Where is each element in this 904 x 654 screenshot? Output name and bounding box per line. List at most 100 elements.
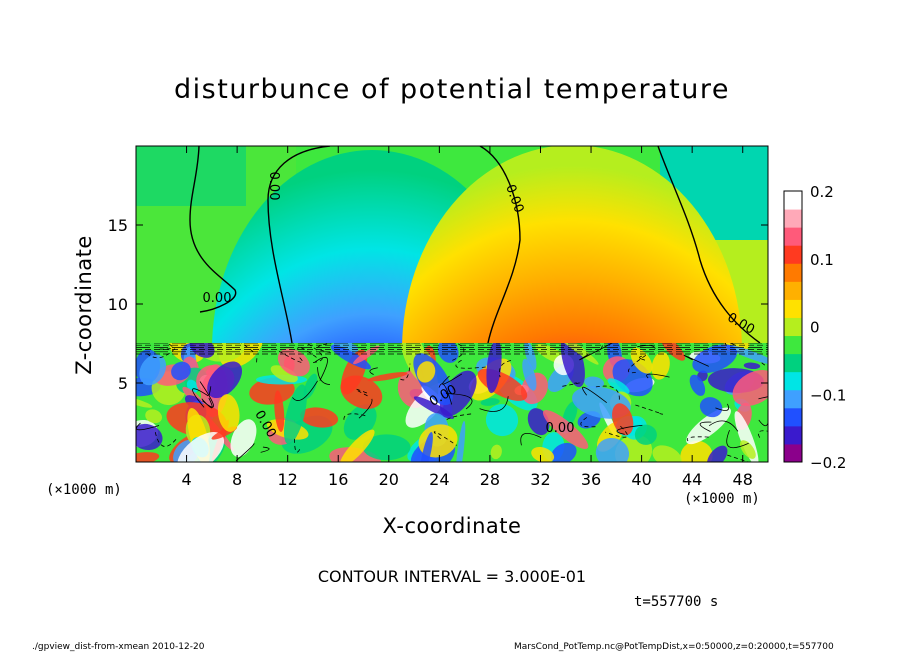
turbulence-contour (292, 380, 318, 401)
x-tick-label: 4 (181, 470, 191, 489)
turbulence-contour (726, 429, 749, 449)
edge-cyan-region (136, 146, 246, 206)
x-tick-label: 16 (328, 470, 348, 489)
upper-field (136, 146, 768, 343)
turbulence-cell (136, 452, 160, 462)
turbulence-contour (260, 446, 270, 453)
turbulence-cell (490, 444, 502, 460)
x-tick-label: 32 (530, 470, 550, 489)
colorbar-tick-label: −0.2 (810, 454, 846, 472)
turbulence-contour (579, 343, 614, 361)
turbulent-layer (136, 343, 768, 462)
turbulence-contour (314, 357, 328, 381)
turbulence-cell (274, 390, 285, 432)
colorbar-swatch (784, 353, 802, 373)
turbulence-contour (452, 343, 465, 361)
y-axis-ticks: 5 10 15 (108, 216, 768, 393)
turbulence-contour (479, 396, 509, 412)
turbulence-cell (531, 447, 555, 462)
turbulence-contour (306, 343, 323, 364)
x-tick-label: 48 (733, 470, 753, 489)
x-unit-label-left: (×1000 m) (46, 482, 122, 498)
colorbar-swatch (784, 299, 802, 318)
plot-area: 0.000.00 0.000.000.000.000.00 (136, 146, 768, 462)
turbulence-cell (353, 345, 380, 365)
turbulence-contour (192, 388, 209, 408)
footer-right: MarsCond_PotTemp.nc@PotTempDist,x=0:5000… (514, 642, 834, 652)
turbulence-contour (761, 362, 768, 367)
contour-label: 0.00 (203, 291, 232, 306)
turbulence-cell (420, 432, 433, 462)
colorbar-swatch (784, 443, 802, 463)
turbulence-cell (551, 442, 577, 462)
x-tick-label: 12 (278, 470, 298, 489)
colorbar-swatch (784, 389, 802, 409)
turbulence-contour (446, 413, 472, 421)
turbulence-contour (208, 386, 212, 396)
turbulence-contour (358, 398, 373, 419)
turbulence-cell (300, 407, 339, 428)
turbulence-contour (433, 431, 457, 446)
zero-contour-neg (267, 146, 521, 343)
turbulence-contour (520, 433, 542, 446)
turbulence-contour (438, 383, 453, 405)
turbulence-cell (725, 344, 768, 365)
turbulence-cell (651, 352, 670, 380)
turbulence-cell (480, 398, 500, 406)
colorbar-swatch (784, 425, 802, 445)
turbulence-cell (362, 434, 411, 461)
turbulence-contour (445, 393, 473, 410)
turbulence-cell (439, 370, 477, 417)
turbulence-cell (485, 404, 519, 437)
colorbar-swatch (784, 263, 802, 282)
turbulence-contour (240, 343, 254, 352)
turbulence-cell (217, 394, 240, 432)
x-tick-label: 36 (581, 470, 601, 489)
colorbar-swatch (784, 281, 802, 300)
x-tick-label: 24 (429, 470, 449, 489)
y-axis-label: Z-coordinate (72, 235, 96, 375)
turbulence-cell (367, 372, 408, 382)
turbulence-cell (689, 374, 706, 396)
turbulence-contour (686, 436, 709, 442)
colorbar-swatch (784, 317, 802, 337)
turbulence-cell (743, 362, 761, 370)
turbulence-contour (297, 346, 317, 358)
turbulence-cell (136, 423, 163, 451)
turbulence-cell (416, 361, 436, 383)
turbulence-contour (683, 354, 709, 367)
turbulence-cell (542, 410, 589, 450)
turbulence-contour (400, 363, 411, 381)
turbulence-contour (159, 343, 173, 350)
turbulence-contour (758, 396, 768, 400)
turbulence-contour (758, 430, 768, 438)
turbulence-cell (595, 437, 630, 462)
colorbar-swatch (784, 371, 802, 391)
y-tick-label: 10 (108, 295, 128, 314)
turbulence-cell (189, 343, 215, 358)
turbulence-contour (616, 424, 643, 435)
colorbar-frame (783, 190, 803, 463)
turbulence-contour (499, 360, 512, 378)
turbulence-contour (699, 421, 712, 432)
colorbar-swatch (784, 227, 802, 246)
turbulence-contour (294, 438, 301, 453)
turbulence-cell (177, 432, 225, 462)
turbulence-cell (660, 343, 686, 361)
zero-contour-pos (657, 146, 761, 343)
lower-field (136, 343, 768, 462)
turbulence-contour (580, 417, 597, 428)
turbulence-cell (207, 361, 243, 399)
footer-left: ./gpview_dist-from-xmean 2010-12-20 (32, 642, 205, 652)
turbulence-cell (584, 376, 605, 389)
turbulence-contour (201, 397, 213, 409)
colorbar-tick-label: −0.1 (810, 386, 846, 404)
turbulence-contour (355, 388, 369, 397)
zero-contour-left (189, 146, 237, 313)
turbulence-cell (145, 409, 162, 424)
turbulence-cell (652, 445, 682, 462)
x-tick-label: 44 (682, 470, 702, 489)
colorbar-tick-label: 0.1 (810, 251, 834, 269)
x-axis-ticks: 4 8 12 16 20 24 28 32 36 40 44 48 (181, 146, 753, 489)
contour-label: 0.00 (546, 421, 575, 436)
